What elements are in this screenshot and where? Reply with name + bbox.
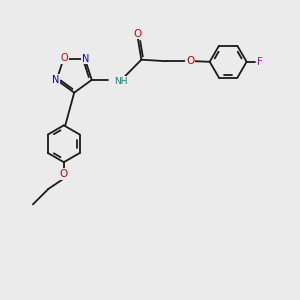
Text: N: N [82,54,89,64]
Text: NH: NH [115,76,128,85]
Text: O: O [134,28,142,38]
Text: O: O [60,169,68,179]
Text: O: O [60,53,68,63]
Text: F: F [257,57,262,67]
Text: N: N [52,75,59,85]
Text: O: O [186,56,194,66]
